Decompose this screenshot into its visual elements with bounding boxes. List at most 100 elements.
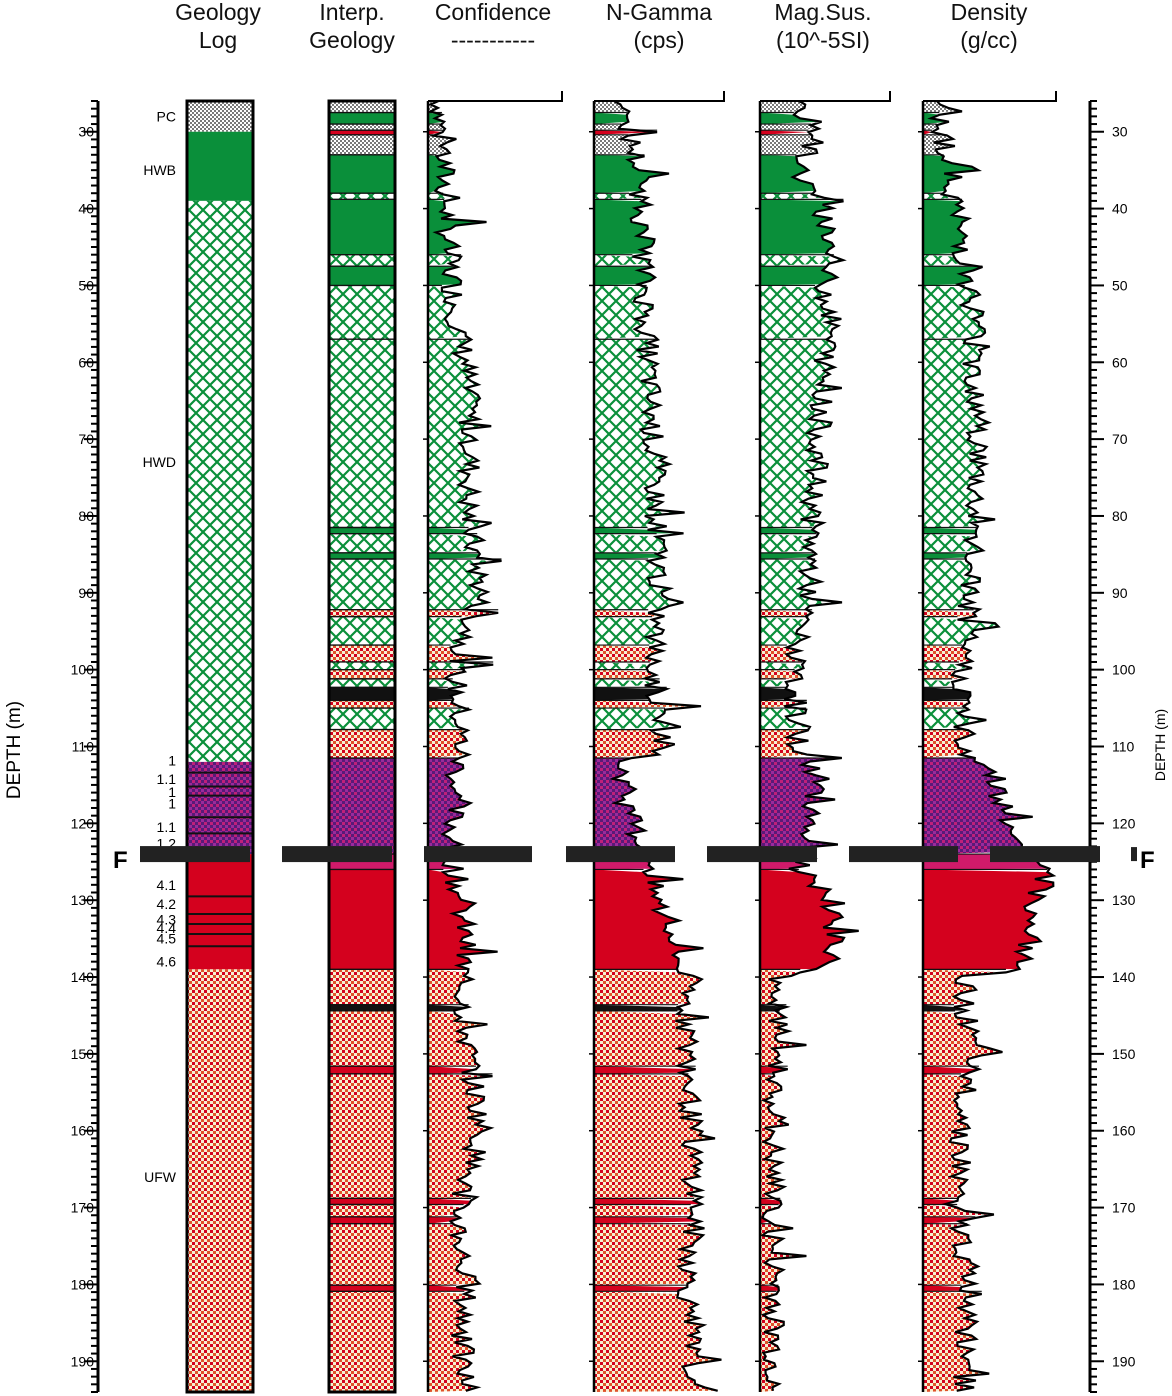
curve-fill-confidence (428, 645, 493, 662)
curve-fill-n_gamma (594, 1004, 683, 1011)
curve-bracket-confidence (428, 91, 563, 102)
depth-tick-label: 60 (78, 354, 94, 370)
curve-fill-n_gamma (594, 687, 667, 701)
curve-fill-n_gamma (594, 758, 645, 855)
curve-fill-n_gamma (594, 1198, 702, 1205)
curve-fill-mag_sus (760, 669, 803, 679)
curve-fill-confidence (428, 193, 460, 200)
curve-line-mag_sus (759, 100, 859, 1392)
curve-fill-mag_sus (760, 285, 842, 340)
geology-log-interval (187, 969, 253, 1392)
curve-fill-n_gamma (594, 154, 669, 194)
curve-fill-density (923, 285, 985, 340)
interp-geology-interval (329, 661, 395, 670)
curve-fill-confidence (428, 527, 469, 534)
curve-fill-density (923, 124, 939, 131)
fault-band-segment (849, 846, 958, 863)
fault-band-segment (566, 846, 675, 863)
curve-fill-confidence (428, 1073, 493, 1199)
depth-tick-label: 190 (71, 1353, 95, 1369)
curve-fill-density (923, 1216, 976, 1224)
unit-label: 1.1 (157, 771, 177, 787)
curve-fill-mag_sus (760, 1073, 789, 1199)
curve-fill-mag_sus (760, 266, 838, 286)
interp-geology-interval (329, 1223, 395, 1286)
column-headers: Geology Log Interp. Geology Confidence -… (175, 0, 1028, 53)
curve-fill-mag_sus (760, 616, 809, 646)
curve-fill-density (923, 527, 977, 534)
fault-band-segment (424, 846, 532, 863)
depth-tick-label: 100 (1112, 662, 1136, 678)
interp-geology-interval (329, 124, 395, 131)
fault-band-tab (1131, 847, 1137, 862)
curve-fill-confidence (428, 700, 459, 709)
interp-geology-interval (329, 558, 395, 610)
geology-unit-labels: PCHWBHWD11.1111.11.24.14.24.34.44.54.6UF… (143, 108, 177, 1184)
curve-fill-mag_sus (760, 199, 844, 255)
depth-tick-label: 170 (1112, 1200, 1136, 1216)
curve-fill-mag_sus (760, 254, 844, 267)
interp-geology-interval (329, 669, 395, 679)
interp-geology-interval (329, 1198, 395, 1205)
interp-geology-column (327, 99, 397, 1394)
curve-fill-confidence (428, 1216, 461, 1224)
header-n-gamma-2: (cps) (633, 27, 684, 53)
fault-label-left: F (113, 847, 128, 874)
fault-band-segment (140, 846, 250, 863)
log-curve-panels (423, 91, 1057, 1392)
curve-fill-confidence (428, 661, 494, 670)
curve-fill-mag_sus (760, 193, 825, 200)
geology-log-interval (187, 131, 253, 201)
curve-fill-density (923, 687, 971, 701)
header-geology-log-2: Log (199, 27, 237, 53)
curve-fill-n_gamma (594, 193, 648, 200)
depth-tick-label: 150 (1112, 1046, 1136, 1062)
header-mag-sus-2: (10^-5SI) (776, 27, 870, 53)
curve-fill-n_gamma (594, 708, 681, 730)
unit-label: 1.1 (157, 819, 177, 835)
header-confidence-2: ----------- (451, 27, 535, 53)
curve-fill-n_gamma (594, 558, 684, 610)
curve-fill-n_gamma (594, 1066, 696, 1074)
curve-fill-mag_sus (760, 678, 788, 688)
curve-fill-confidence (428, 266, 462, 286)
curve-fill-density (923, 199, 969, 255)
interp-geology-interval (329, 645, 395, 662)
depth-tick-label: 130 (1112, 892, 1136, 908)
interp-geology-interval (329, 729, 395, 759)
curve-fill-confidence (428, 285, 466, 340)
depth-tick-label: 180 (1112, 1276, 1136, 1292)
unit-label: 4.3 (157, 911, 177, 927)
interp-geology-interval (329, 1291, 395, 1392)
unit-label: 1 (168, 784, 176, 800)
curve-bracket-mag_sus (760, 91, 891, 102)
curve-fill-n_gamma (594, 130, 658, 135)
curve-fill-n_gamma (594, 552, 665, 559)
curve-fill-n_gamma (594, 254, 651, 267)
curve-fill-mag_sus (760, 101, 806, 113)
curve-fill-n_gamma (594, 729, 675, 759)
curve-fill-confidence (428, 708, 469, 730)
curve-bracket-density (923, 91, 1057, 102)
curve-fill-confidence (428, 1204, 464, 1217)
interp-geology-interval (329, 609, 395, 617)
fault-label-right: F (1140, 847, 1155, 874)
interp-geology-interval (329, 285, 395, 340)
unit-label: 4.6 (157, 954, 177, 970)
curve-fill-n_gamma (594, 669, 656, 679)
depth-tick-label: 170 (71, 1200, 95, 1216)
interp-geology-interval (329, 1204, 395, 1217)
curve-fill-density (923, 1223, 978, 1286)
geology-log-column (185, 99, 255, 1394)
curve-fill-confidence (428, 616, 471, 646)
interp-geology-interval (329, 112, 395, 125)
curve-fill-mag_sus (760, 1198, 782, 1205)
curve-fill-density (923, 193, 958, 200)
depth-tick-label: 40 (78, 201, 94, 217)
curve-fill-mag_sus (760, 1004, 787, 1011)
curve-fill-density (923, 1066, 979, 1074)
interp-geology-interval (329, 1216, 395, 1224)
interp-geology-interval (329, 1285, 395, 1292)
interp-geology-interval (329, 1010, 395, 1067)
unit-label: 4.4 (157, 920, 177, 936)
